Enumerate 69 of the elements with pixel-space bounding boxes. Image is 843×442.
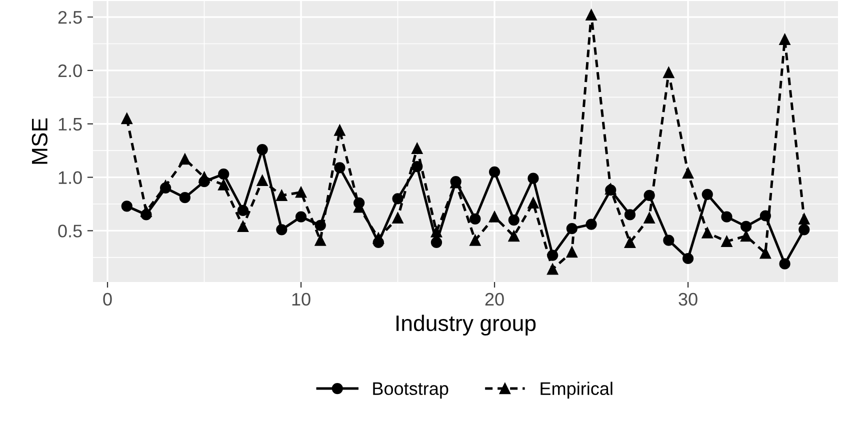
legend-label: Empirical (540, 382, 612, 399)
point (779, 258, 790, 270)
point (644, 212, 655, 224)
y-axis-title: MSE (32, 118, 48, 164)
point (179, 192, 190, 204)
point (256, 174, 268, 186)
point (624, 236, 636, 248)
x-tick-label: 0 (103, 292, 112, 306)
point (470, 213, 481, 225)
point (430, 226, 442, 238)
point (295, 211, 307, 222)
x-tick-label: 10 (292, 292, 310, 306)
point (721, 211, 732, 222)
legend-label: Bootstrap (373, 382, 448, 399)
point (237, 220, 249, 232)
point (218, 168, 230, 180)
point (276, 190, 288, 202)
point (663, 67, 674, 78)
point (392, 212, 404, 224)
point (121, 112, 132, 124)
point (682, 167, 694, 179)
point (314, 234, 326, 246)
point (624, 209, 636, 220)
point (392, 193, 404, 204)
point (218, 179, 230, 190)
x-tick-label: 20 (485, 292, 504, 306)
point (740, 220, 752, 232)
point (586, 9, 597, 20)
point (237, 204, 249, 216)
point (798, 224, 810, 236)
point (682, 252, 694, 264)
y-tick-label: 2.0 (58, 64, 82, 78)
point (721, 236, 732, 247)
point (334, 162, 346, 174)
point (256, 144, 268, 156)
point (760, 210, 771, 222)
y-tick-label: 1.5 (58, 118, 82, 131)
y-tick-label: 1.0 (58, 171, 82, 184)
x-axis-title: Industry group (396, 314, 536, 336)
point (179, 154, 190, 165)
point (547, 264, 558, 275)
point (663, 234, 674, 246)
point (276, 224, 288, 236)
point (121, 200, 132, 212)
point (488, 166, 500, 178)
point (140, 206, 152, 218)
point (528, 172, 539, 184)
point (566, 246, 578, 258)
point (528, 197, 539, 208)
point (586, 218, 597, 230)
point (508, 230, 520, 242)
point (702, 227, 713, 238)
point (295, 186, 307, 198)
point (334, 124, 346, 136)
y-tick-label: 0.5 (58, 224, 82, 238)
point (430, 236, 442, 248)
point (702, 188, 713, 200)
point (779, 34, 790, 46)
point (760, 248, 771, 259)
point (798, 213, 810, 225)
y-tick-label: 2.5 (58, 10, 82, 24)
point (488, 211, 500, 222)
point (372, 232, 384, 244)
x-tick-label: 30 (678, 292, 698, 306)
point (508, 214, 520, 226)
point (412, 142, 423, 154)
point (198, 172, 210, 183)
point (470, 234, 481, 246)
point (740, 230, 752, 242)
